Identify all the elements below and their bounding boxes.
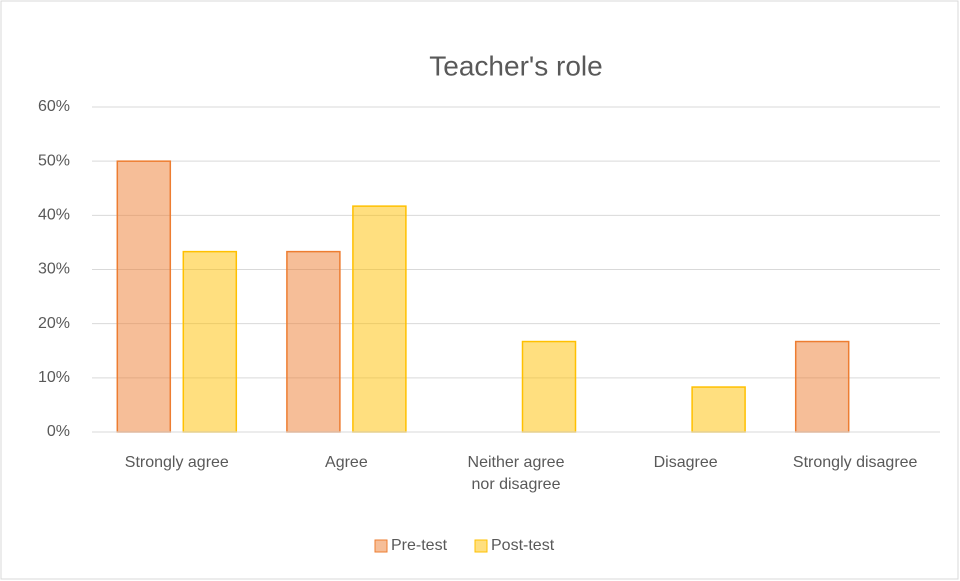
chart-title: Teacher's role	[429, 50, 602, 81]
y-tick-label: 0%	[47, 423, 70, 440]
y-tick-label: 30%	[38, 261, 70, 278]
x-tick-label: Strongly disagree	[792, 454, 918, 471]
bar	[794, 340, 850, 433]
x-tick-label: Strongly agree	[124, 454, 229, 471]
bar	[352, 205, 407, 433]
legend-label: Pre-test	[391, 537, 448, 554]
y-tick-label: 50%	[38, 152, 70, 169]
y-tick-label: 20%	[38, 315, 70, 332]
bar	[286, 250, 341, 433]
y-tick-label: 60%	[38, 98, 70, 115]
y-tick-label: 10%	[38, 369, 70, 386]
y-tick-label: 40%	[38, 207, 70, 224]
legend-label: Post-test	[491, 537, 555, 554]
bar	[521, 340, 577, 433]
bar	[182, 250, 238, 433]
legend-swatch	[474, 539, 488, 553]
bar	[116, 160, 172, 433]
x-tick-label: Disagree	[653, 454, 718, 471]
legend-swatch	[374, 539, 388, 553]
x-tick-label: Neither agree nor disagree	[467, 454, 565, 493]
bar	[691, 386, 746, 433]
x-tick-label: Agree	[325, 454, 368, 471]
